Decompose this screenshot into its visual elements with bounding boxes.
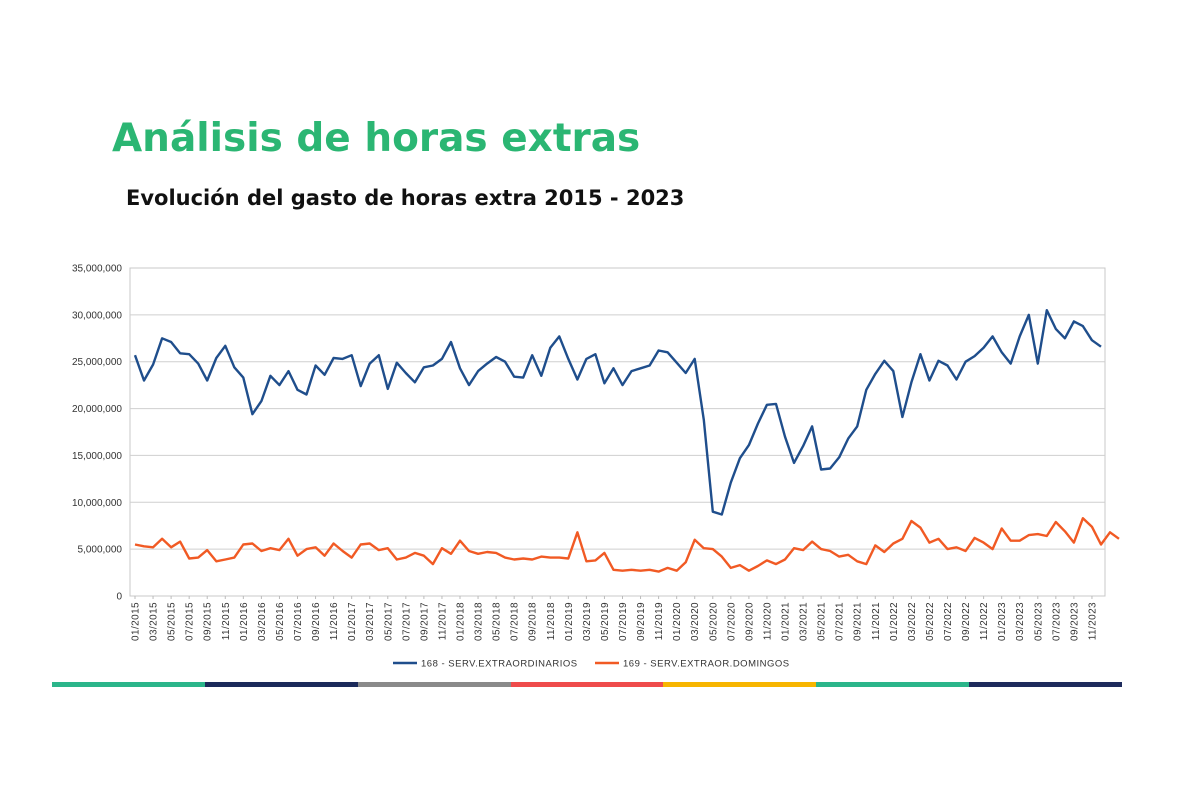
footer-color-segment — [52, 682, 205, 687]
x-tick-label: 09/2016 — [311, 602, 322, 641]
x-tick-label: 09/2020 — [744, 602, 755, 641]
y-tick-label: 5,000,000 — [78, 545, 123, 556]
x-tick-label: 03/2019 — [582, 602, 593, 641]
x-tick-label: 09/2018 — [528, 602, 539, 641]
footer-color-segment — [357, 682, 511, 687]
x-tick-label: 01/2020 — [672, 602, 683, 641]
x-tick-label: 11/2019 — [654, 602, 665, 640]
x-tick-label: 11/2016 — [329, 602, 340, 640]
x-tick-label: 01/2015 — [131, 602, 142, 641]
series-line — [134, 517, 1120, 573]
y-tick-label: 10,000,000 — [72, 498, 122, 509]
x-tick-label: 01/2022 — [889, 602, 900, 641]
x-tick-label: 07/2020 — [726, 602, 737, 641]
x-tick-label: 07/2021 — [835, 602, 846, 641]
series-1 — [133, 309, 1102, 516]
y-tick-label: 35,000,000 — [72, 264, 122, 275]
y-tick-label: 30,000,000 — [72, 310, 122, 321]
footer-color-segment — [969, 682, 1123, 687]
series-2 — [134, 517, 1120, 573]
y-tick-label: 25,000,000 — [72, 357, 122, 368]
gridlines — [130, 314, 1105, 550]
x-tick-label: 09/2015 — [203, 602, 214, 641]
x-tick-label: 01/2016 — [239, 602, 250, 641]
x-tick-label: 07/2018 — [510, 602, 521, 641]
x-tick-label: 07/2023 — [1051, 602, 1062, 641]
x-tick-label: 07/2017 — [401, 602, 412, 641]
x-tick-label: 03/2021 — [799, 602, 810, 641]
x-tick-label: 11/2017 — [437, 602, 448, 640]
x-tick-label: 03/2015 — [149, 602, 160, 641]
series-lines — [133, 309, 1120, 573]
x-tick-label: 03/2022 — [907, 602, 918, 641]
x-tick-label: 07/2016 — [293, 602, 304, 641]
x-tick-label: 03/2023 — [1015, 602, 1026, 641]
footer-color-bar — [52, 682, 1123, 687]
x-tick-label: 03/2017 — [365, 602, 376, 641]
x-tick-label: 03/2018 — [474, 602, 485, 641]
x-tick-label: 11/2020 — [762, 602, 773, 640]
x-tick-label: 07/2015 — [185, 602, 196, 641]
x-tick-label: 05/2023 — [1033, 602, 1044, 641]
legend-label: 169 - SERV.EXTRAOR.DOMINGOS — [623, 659, 790, 670]
x-tick-label: 11/2023 — [1087, 602, 1098, 640]
x-tick-label: 01/2019 — [564, 602, 575, 641]
x-tick-label: 05/2020 — [708, 602, 719, 641]
x-tick-label: 11/2015 — [221, 602, 232, 640]
x-tick-label: 11/2021 — [871, 602, 882, 640]
x-tick-label: 05/2018 — [492, 602, 503, 641]
series-line — [133, 309, 1102, 516]
x-tick-label: 07/2022 — [943, 602, 954, 641]
plot-area-border — [129, 267, 1106, 597]
footer-color-segment — [204, 682, 358, 687]
line-chart: 0 5,000,000 10,000,000 15,000,000 20,000,000… — [72, 264, 1120, 670]
x-tick-label: 09/2023 — [1069, 602, 1080, 641]
x-tick-label: 01/2023 — [997, 602, 1008, 641]
y-axis-ticks: 0 5,000,000 10,000,000 15,000,000 20,000,000… — [72, 264, 123, 603]
x-axis-ticks: 01/2015 03/2015 05/2015 07/2015 09/2015 11/20… — [131, 596, 1098, 641]
x-tick-label: 07/2019 — [618, 602, 629, 641]
footer-color-segment — [663, 682, 817, 687]
x-tick-label: 09/2021 — [853, 602, 864, 641]
x-tick-label: 05/2019 — [600, 602, 611, 641]
y-tick-label: 15,000,000 — [72, 451, 122, 462]
x-tick-label: 05/2022 — [925, 602, 936, 641]
x-tick-label: 03/2016 — [257, 602, 268, 641]
y-tick-label: 20,000,000 — [72, 404, 122, 415]
page-title: Análisis de horas extras — [112, 116, 641, 161]
x-tick-label: 05/2021 — [817, 602, 828, 641]
x-tick-label: 11/2018 — [546, 602, 557, 640]
footer-color-segment — [816, 682, 970, 687]
x-tick-label: 09/2022 — [961, 602, 972, 641]
chart-title: Evolución del gasto de horas extra 2015 … — [126, 186, 685, 210]
x-tick-label: 11/2022 — [979, 602, 990, 640]
y-tick-label: 0 — [116, 592, 122, 603]
x-tick-label: 01/2018 — [456, 602, 467, 641]
footer-color-segment — [510, 682, 664, 687]
x-tick-label: 03/2020 — [690, 602, 701, 641]
legend-label: 168 - SERV.EXTRAORDINARIOS — [421, 659, 578, 670]
x-tick-label: 05/2017 — [383, 602, 394, 641]
x-tick-label: 05/2016 — [275, 602, 286, 641]
x-tick-label: 01/2017 — [347, 602, 358, 641]
x-tick-label: 01/2021 — [781, 602, 792, 641]
legend: 168 - SERV.EXTRAORDINARIOS 169 - SERV.EXT… — [393, 659, 790, 670]
x-tick-label: 05/2015 — [167, 602, 178, 641]
x-tick-label: 09/2019 — [636, 602, 647, 641]
x-tick-label: 09/2017 — [419, 602, 430, 641]
